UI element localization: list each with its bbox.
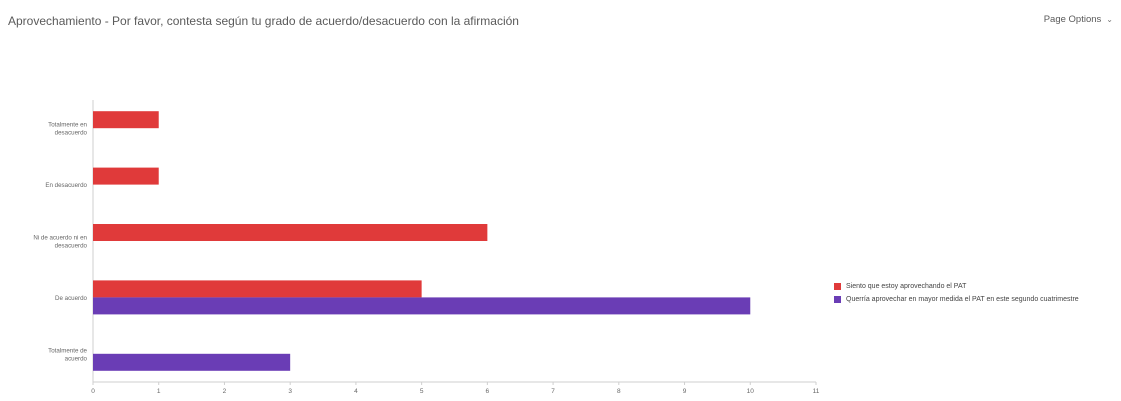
legend-label: Querría aprovechar en mayor medida el PA… bbox=[846, 296, 1079, 303]
y-category-label-line: acuerdo bbox=[65, 355, 88, 362]
x-tick-label: 3 bbox=[288, 388, 292, 395]
legend-item-series-1[interactable]: Siento que estoy aprovechando el PAT bbox=[834, 280, 1079, 293]
legend-swatch bbox=[834, 283, 841, 290]
y-category-label: Ni de acuerdo ni en desacuerdo bbox=[33, 235, 87, 250]
page-header: Aprovechamiento - Por favor, contesta se… bbox=[0, 0, 1121, 44]
y-category-label-line: Totalmente en bbox=[48, 122, 87, 129]
y-category-label: Totalmente de acuerdo bbox=[48, 347, 87, 362]
bar-series-2[interactable] bbox=[93, 297, 751, 315]
x-tick-label: 5 bbox=[420, 388, 424, 395]
page-options-label: Page Options bbox=[1043, 14, 1102, 25]
x-tick-label: 2 bbox=[223, 388, 227, 395]
y-category-label-line: desacuerdo bbox=[55, 243, 88, 250]
bar-series-1[interactable] bbox=[93, 167, 159, 185]
y-category-label-line: Totalmente de bbox=[48, 347, 87, 354]
bar-chart: 0 1 2 3 4 5 6 7 8 9 10 11 Totalmente en desacuerdo En … bbox=[0, 44, 1121, 396]
bar-series-1[interactable] bbox=[93, 280, 422, 298]
x-tick-label: 4 bbox=[354, 388, 358, 395]
x-tick-label: 11 bbox=[813, 388, 820, 395]
chevron-down-icon: ⌄ bbox=[1106, 15, 1113, 24]
page-title: Aprovechamiento - Por favor, contesta se… bbox=[8, 14, 519, 28]
x-tick-label: 8 bbox=[617, 388, 621, 395]
x-tick-label: 10 bbox=[747, 388, 755, 395]
bar-series-1[interactable] bbox=[93, 224, 488, 241]
legend-item-series-2[interactable]: Querría aprovechar en mayor medida el PA… bbox=[834, 293, 1079, 306]
bar-series-2[interactable] bbox=[93, 353, 291, 371]
y-category-label-line: desacuerdo bbox=[55, 130, 88, 137]
bar-series-1[interactable] bbox=[93, 111, 159, 129]
x-tick-label: 7 bbox=[551, 388, 555, 395]
page-options-button[interactable]: Page Options ⌄ bbox=[1044, 14, 1113, 25]
y-category-label-line: De acuerdo bbox=[55, 295, 88, 302]
y-category-label-line: En desacuerdo bbox=[45, 182, 87, 189]
x-tick-label: 1 bbox=[157, 388, 161, 395]
y-category-label-line: Ni de acuerdo ni en bbox=[33, 235, 87, 242]
y-category-label: De acuerdo bbox=[55, 295, 88, 302]
y-category-label: Totalmente en desacuerdo bbox=[48, 122, 87, 137]
legend-swatch bbox=[834, 296, 841, 303]
x-tick-label: 0 bbox=[91, 388, 95, 395]
chart-legend: Siento que estoy aprovechando el PAT Quer… bbox=[834, 280, 1079, 306]
x-tick-label: 9 bbox=[683, 388, 687, 395]
y-category-label: En desacuerdo bbox=[45, 182, 87, 189]
x-tick-label: 6 bbox=[486, 388, 490, 395]
legend-label: Siento que estoy aprovechando el PAT bbox=[846, 283, 967, 290]
